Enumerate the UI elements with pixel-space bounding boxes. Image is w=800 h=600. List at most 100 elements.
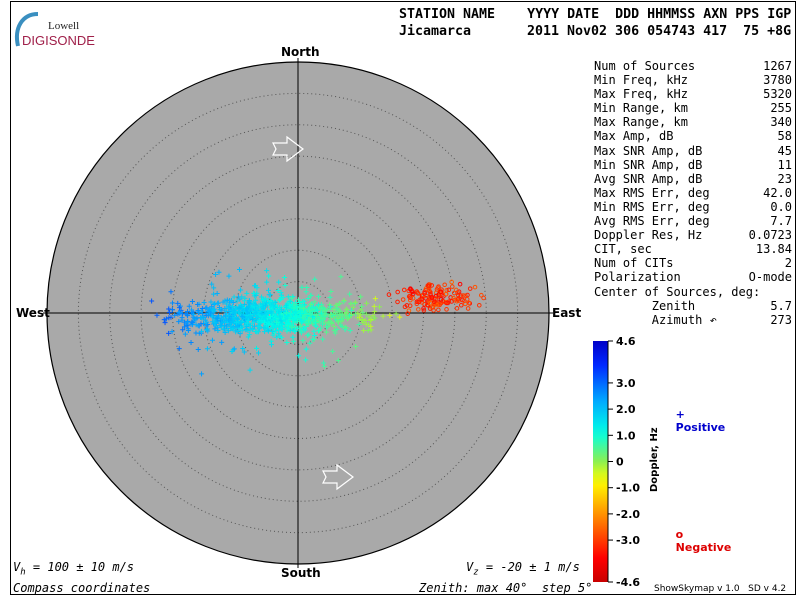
positive-source-marker <box>315 294 321 300</box>
positive-source-marker <box>175 300 181 306</box>
positive-source-marker <box>189 298 195 304</box>
negative-source-marker <box>421 306 426 311</box>
positive-source-marker <box>317 305 323 311</box>
positive-source-marker <box>368 323 374 329</box>
positive-source-marker <box>264 268 270 274</box>
positive-source-marker <box>264 279 270 285</box>
negative-source-marker <box>436 301 442 307</box>
negative-source-marker <box>458 293 464 298</box>
positive-source-marker <box>333 310 339 316</box>
negative-source-marker <box>465 292 470 298</box>
positive-source-marker <box>220 299 226 305</box>
stat-label: Min RMS Err, deg <box>594 199 710 214</box>
stat-row: CIT, sec 13.84 <box>594 242 792 256</box>
positive-source-marker <box>342 327 348 333</box>
positive-source-marker <box>235 316 241 322</box>
stat-value: 7.7 <box>770 214 792 229</box>
positive-source-marker <box>199 305 205 311</box>
positive-source-marker <box>303 346 309 352</box>
positive-source-marker <box>337 308 343 314</box>
stat-value: 5.7 <box>770 298 792 313</box>
negative-source-marker <box>449 279 454 285</box>
positive-source-marker <box>218 322 224 328</box>
positive-source-marker <box>303 289 309 295</box>
negative-source-marker <box>422 291 427 296</box>
negative-source-marker <box>410 295 416 301</box>
stat-value: 23 <box>777 171 792 186</box>
positive-source-marker <box>264 300 270 306</box>
positive-source-marker <box>245 320 251 326</box>
positive-source-marker <box>327 306 333 312</box>
positive-source-marker <box>372 309 378 315</box>
positive-source-marker <box>193 316 199 322</box>
stat-value: 273 <box>770 312 792 327</box>
stat-label: Zenith <box>594 298 696 313</box>
positive-source-marker <box>224 297 230 303</box>
colorbar-tick-label: 2.0 <box>616 403 636 416</box>
positive-source-marker <box>283 302 289 308</box>
positive-source-marker <box>287 328 293 334</box>
positive-source-marker <box>266 292 272 298</box>
positive-source-marker <box>207 306 213 312</box>
positive-source-marker <box>318 325 324 331</box>
colorbar-tick-label: 3.0 <box>616 377 636 390</box>
colorbar-tick-label: -1.0 <box>616 482 640 495</box>
positive-source-marker <box>179 317 185 323</box>
positive-source-marker <box>241 309 247 315</box>
positive-source-marker <box>239 324 245 330</box>
positive-source-marker <box>223 323 229 329</box>
positive-source-marker <box>259 310 265 316</box>
header-labels: STATION NAME YYYY DATE DDD HHMMSS AXN PP… <box>399 7 792 22</box>
stat-value: 45 <box>777 143 792 158</box>
positive-source-marker <box>320 321 326 327</box>
positive-source-marker <box>244 290 250 296</box>
negative-source-marker <box>463 301 468 307</box>
positive-source-marker <box>362 317 368 323</box>
positive-source-marker <box>360 310 366 316</box>
stat-row: Max Range, km 340 <box>594 115 792 129</box>
positive-source-marker <box>185 326 191 332</box>
positive-source-marker <box>307 340 313 346</box>
circle-marker-icon: o <box>675 528 684 541</box>
positive-source-marker <box>261 319 267 325</box>
positive-source-marker <box>268 309 274 315</box>
positive-source-marker <box>344 307 350 313</box>
positive-source-marker <box>240 346 246 352</box>
stat-row: Avg RMS Err, deg 7.7 <box>594 214 792 228</box>
positive-source-marker <box>211 291 217 297</box>
positive-source-marker <box>286 303 292 309</box>
positive-source-marker <box>256 323 262 329</box>
stat-value: 0.0723 <box>748 228 792 243</box>
positive-source-marker <box>347 328 353 334</box>
positive-source-marker <box>305 296 311 302</box>
positive-source-marker <box>380 313 386 319</box>
positive-source-marker <box>285 319 291 325</box>
positive-source-marker <box>287 299 293 305</box>
positive-source-marker <box>241 349 247 355</box>
positive-source-marker <box>328 288 334 294</box>
positive-source-marker <box>297 326 303 332</box>
positive-source-marker <box>247 313 253 319</box>
positive-source-marker <box>230 326 236 332</box>
positive-source-marker <box>304 285 310 291</box>
positive-source-marker <box>169 300 175 306</box>
positive-source-marker <box>176 346 182 352</box>
negative-source-marker <box>458 302 464 308</box>
positive-source-marker <box>308 293 314 299</box>
positive-source-marker <box>312 276 318 282</box>
positive-source-marker <box>162 320 168 326</box>
positive-source-marker <box>149 298 155 304</box>
positive-source-marker <box>245 318 251 324</box>
positive-source-marker <box>296 304 302 310</box>
positive-source-marker <box>184 319 190 325</box>
negative-source-marker <box>425 283 431 288</box>
colorbar-tick-label: 4.6 <box>616 335 636 348</box>
positive-source-marker <box>246 298 252 304</box>
positive-source-marker <box>353 344 359 350</box>
vh-readout: Vh = 100 ± 10 m/s <box>13 560 135 578</box>
positive-source-marker <box>203 327 209 333</box>
negative-source-marker <box>395 289 400 295</box>
horizontal-velocity-arrow-icon <box>272 135 304 163</box>
positive-source-marker <box>186 303 192 309</box>
